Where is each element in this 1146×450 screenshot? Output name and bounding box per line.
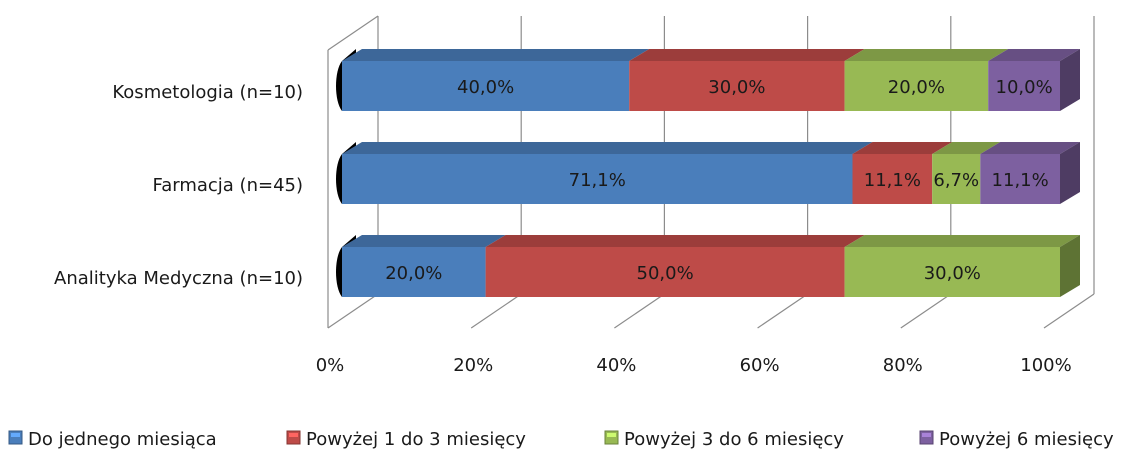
category-label-0: Kosmetologia (n=10) (112, 82, 303, 103)
legend-swatch-highlight-1 (289, 433, 298, 437)
bar-segment-1-0 (342, 154, 853, 204)
bar-top-0-0 (342, 49, 650, 61)
legend-label-1: Powyżej 1 do 3 miesięcy (306, 429, 526, 450)
x-tick-label-4: 80% (883, 355, 923, 376)
data-label-0-3: 10,0% (996, 77, 1053, 98)
bar-group-0: 40,0% 30,0% 20,0% 10,0% (336, 49, 1080, 111)
legend-item-3: Powyżej 6 miesięcy (919, 429, 1114, 450)
data-label-1-2: 6,7% (933, 170, 979, 191)
bar-segment-1-1 (852, 154, 933, 204)
chart-legend: Do jednego miesiąca Powyżej 1 do 3 miesię… (8, 429, 1114, 450)
data-label-2-1: 50,0% (637, 263, 694, 284)
bar-top-2-2 (844, 235, 1080, 247)
bar-side-1-3 (1060, 142, 1080, 204)
legend-label-0: Do jednego miesiąca (28, 429, 217, 450)
data-label-1-3: 11,1% (992, 170, 1049, 191)
bar-segment-2-1 (485, 247, 845, 297)
bar-segment-0-3 (988, 61, 1060, 111)
legend-swatch-highlight-3 (922, 433, 931, 437)
x-tick-label-3: 60% (740, 355, 780, 376)
gridline-floor-2 (614, 293, 665, 329)
bar-segment-0-2 (844, 61, 989, 111)
data-label-1-1: 11,1% (864, 170, 921, 191)
gridline-floor-1 (470, 293, 522, 329)
legend-swatch-highlight-0 (11, 433, 20, 437)
bar-segment-1-3 (980, 154, 1060, 204)
gridline-floor-3 (757, 293, 808, 329)
gridline-floor-4 (900, 293, 952, 329)
data-label-2-0: 20,0% (385, 263, 442, 284)
chart-x-tick-labels: 0% 20% 40% 60% 80% 100% (316, 355, 1072, 376)
data-label-0-2: 20,0% (888, 77, 945, 98)
bar-group-1: 71,1% 11,1% 6,7% 11,1% (336, 142, 1080, 204)
chart-category-labels: Kosmetologia (n=10) Farmacja (n=45) Analit… (54, 82, 303, 289)
legend-label-2: Powyżej 3 do 6 miesięcy (624, 429, 844, 450)
bar-segment-0-0 (342, 61, 630, 111)
side-wall-top-edge (327, 15, 379, 51)
bar-top-1-3 (980, 142, 1080, 154)
bar-top-2-0 (342, 235, 506, 247)
legend-item-1: Powyżej 1 do 3 miesięcy (286, 429, 526, 450)
bar-segment-0-1 (629, 61, 845, 111)
legend-swatch-0 (8, 430, 23, 445)
bar-top-0-2 (844, 49, 1009, 61)
legend-swatch-1 (286, 430, 301, 445)
bar-group-2: 20,0% 50,0% 30,0% (336, 235, 1080, 297)
bar-segment-2-2 (844, 247, 1060, 297)
data-label-0-1: 30,0% (708, 77, 765, 98)
legend-label-3: Powyżej 6 miesięcy (939, 429, 1114, 450)
bar-top-2-1 (485, 235, 865, 247)
chart-bars: 40,0% 30,0% 20,0% 10,0% 71,1% 11,1% 6,7% 11,1% 2… (336, 49, 1080, 297)
x-tick-label-5: 100% (1020, 355, 1071, 376)
bar-segment-1-2 (932, 154, 981, 204)
bar-top-1-2 (932, 142, 1001, 154)
legend-item-2: Powyżej 3 do 6 miesięcy (604, 429, 844, 450)
legend-swatch-highlight-2 (607, 433, 616, 437)
gridline-floor-5 (1043, 293, 1095, 329)
gridline-floor-0 (327, 293, 379, 329)
category-label-1: Farmacja (n=45) (153, 175, 303, 196)
bar-top-1-0 (342, 142, 873, 154)
x-tick-label-0: 0% (316, 355, 345, 376)
bar-segment-2-0 (342, 247, 486, 297)
data-label-1-0: 71,1% (569, 170, 626, 191)
data-label-0-0: 40,0% (457, 77, 514, 98)
data-label-2-2: 30,0% (924, 263, 981, 284)
legend-item-0: Do jednego miesiąca (8, 429, 217, 450)
bar-top-1-1 (852, 142, 953, 154)
x-tick-label-2: 40% (596, 355, 636, 376)
category-label-2: Analityka Medyczna (n=10) (54, 268, 303, 289)
bar-top-0-1 (629, 49, 865, 61)
legend-swatch-3 (919, 430, 934, 445)
bar-side-2-2 (1060, 235, 1080, 297)
bar-side-0-3 (1060, 49, 1080, 111)
x-tick-label-1: 20% (453, 355, 493, 376)
legend-swatch-2 (604, 430, 619, 445)
bar-top-0-3 (988, 49, 1080, 61)
